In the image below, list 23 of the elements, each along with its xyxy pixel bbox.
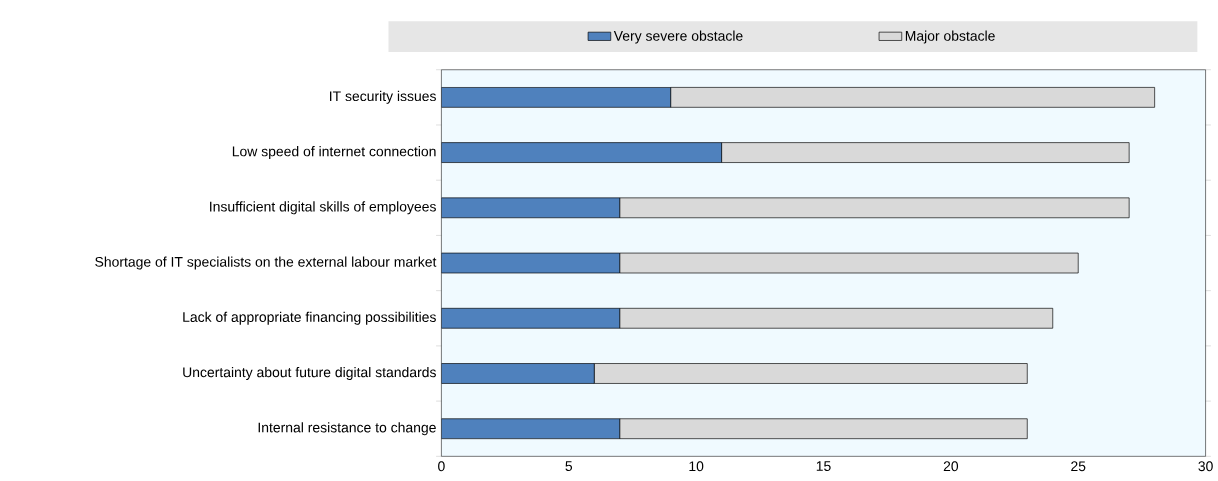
x-tick-label: 10	[689, 461, 704, 472]
bar	[441, 363, 595, 384]
x-tick-label: 20	[943, 461, 959, 472]
bar	[441, 197, 621, 218]
legend-label: Major obstacle	[905, 30, 995, 44]
y-tick-label: Low speed of internet connection	[232, 145, 436, 159]
x-tick-label: 0	[438, 461, 445, 472]
bar	[441, 142, 722, 163]
y-tick-label: Lack of appropriate financing possibilities	[183, 311, 436, 325]
y-tick-label: Shortage of IT specialists on the external labour market	[95, 256, 437, 270]
bar	[441, 252, 621, 274]
y-tick-label: Insufficient digital skills of employees	[210, 201, 436, 215]
bar	[441, 418, 621, 439]
y-tick-label: Uncertainty about future digital standards	[183, 366, 436, 380]
legend-label: Very severe obstacle	[613, 30, 743, 44]
y-tick-label: IT security issues	[330, 90, 436, 104]
y-tick-label: Internal resistance to change	[258, 422, 436, 436]
x-tick-label: 30	[1198, 461, 1213, 472]
bar	[441, 86, 671, 108]
x-tick-label: 15	[816, 461, 831, 471]
bar	[441, 307, 621, 329]
x-tick-label: 5	[565, 461, 573, 471]
x-tick-label: 25	[1071, 461, 1086, 472]
